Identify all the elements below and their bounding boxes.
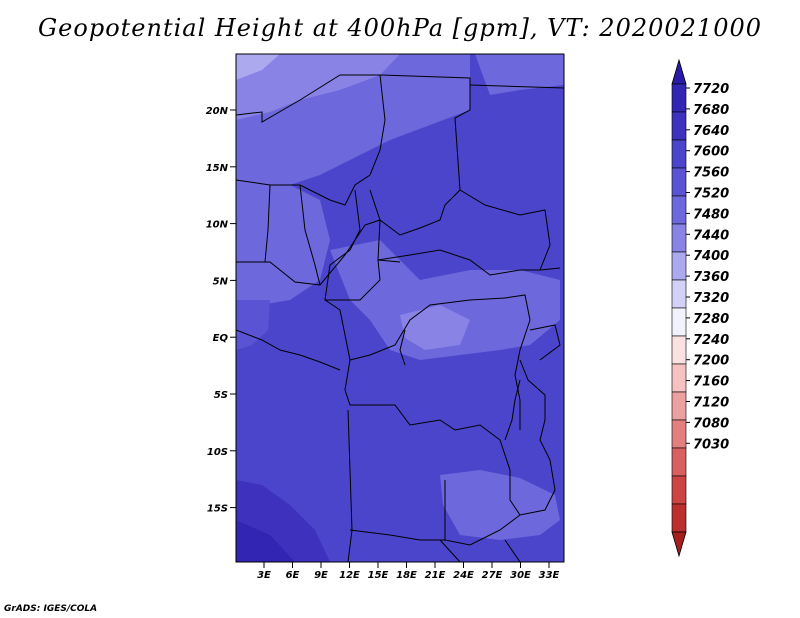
field-north-high [236, 54, 400, 120]
colorbar-box [671, 503, 687, 533]
colorbar-level-label: 7240 [693, 333, 729, 348]
credit-text: GrADS: IGES/COLA [4, 604, 98, 614]
colorbar-box [671, 111, 687, 141]
colorbar-level-label: 7360 [693, 270, 729, 285]
colorbar-level-label: 7200 [693, 354, 729, 369]
lon-tick-label: 9E [314, 570, 328, 581]
latitude-axis: 20N 15N 10N 5N EQ 5S 10S 15S [206, 106, 236, 515]
country-borders [236, 74, 564, 562]
lon-tick-label: 24E [453, 570, 474, 581]
colorbar-level-label: 7030 [693, 437, 729, 452]
colorbar-level-label: 7640 [693, 124, 729, 139]
colorbar-level-label: 7440 [693, 228, 729, 243]
lat-tick-label: 20N [206, 106, 229, 117]
lon-tick-label: 27E [482, 570, 503, 581]
colorbar-level-label: 7720 [693, 82, 729, 97]
lat-tick-label: 15N [206, 163, 229, 174]
lon-tick-label: 6E [286, 570, 300, 581]
lon-tick-label: 12E [339, 570, 360, 581]
colorbar-level-label: 7520 [693, 187, 729, 202]
colorbar-box [671, 223, 687, 253]
colorbar-box [671, 391, 687, 421]
colorbar-level-label: 7160 [693, 375, 729, 390]
lon-tick-label: 30E [510, 570, 531, 581]
colorbar-box [671, 475, 687, 505]
colorbar-level-label: 7400 [693, 249, 729, 264]
field-ne-band [475, 54, 564, 95]
colorbar-box [671, 139, 687, 169]
lat-tick-label: EQ [213, 333, 229, 344]
lat-tick-label: 10N [206, 220, 229, 231]
field-north-corner [236, 54, 280, 80]
colorbar-level-label: 7320 [693, 291, 729, 306]
lon-tick-label: 33E [539, 570, 560, 581]
field-sw-lowest [236, 520, 295, 562]
colorbar-box [671, 251, 687, 281]
map-title: Geopotential Height at 400hPa [gpm], VT:… [38, 14, 762, 42]
colorbar-level-label: 7600 [693, 145, 729, 160]
colorbar-box [671, 83, 687, 113]
lon-tick-label: 18E [396, 570, 417, 581]
field-west-coast [236, 300, 270, 350]
colorbar-level-label: 7480 [693, 207, 729, 222]
field-central-band [330, 240, 560, 360]
colorbar-box [671, 447, 687, 477]
map-frame [235, 53, 565, 563]
colorbar-top-arrow [671, 58, 687, 85]
colorbar-box [671, 195, 687, 225]
colorbar-box [671, 167, 687, 197]
lon-tick-label: 21E [425, 570, 446, 581]
colorbar-level-label: 7280 [693, 312, 729, 327]
colorbar: 7720 7680 7640 7600 7560 7520 7480 7440 7400 7360… [671, 58, 729, 558]
colorbar-box [671, 335, 687, 365]
lat-tick-label: 15S [207, 504, 228, 515]
lat-tick-label: 10S [207, 447, 228, 458]
field-south-band [440, 470, 560, 540]
colorbar-box [671, 419, 687, 449]
longitude-axis: 3E 6E 9E 12E 15E 18E 21E 24E 27E 30E 33E [257, 562, 560, 581]
colorbar-box [671, 363, 687, 393]
colorbar-box [671, 279, 687, 309]
colorbar-box [671, 307, 687, 337]
colorbar-level-label: 7560 [693, 166, 729, 181]
height-field [236, 54, 564, 562]
colorbar-level-label: 7680 [693, 103, 729, 118]
lon-tick-label: 15E [368, 570, 389, 581]
field-west-band [236, 185, 330, 305]
lat-tick-label: 5N [213, 276, 229, 287]
colorbar-bottom-arrow [671, 531, 687, 558]
colorbar-level-label: 7080 [693, 416, 729, 431]
lon-tick-label: 3E [257, 570, 271, 581]
field-central-high [400, 305, 470, 350]
lat-tick-label: 5S [214, 390, 228, 401]
colorbar-level-label: 7120 [693, 396, 729, 411]
